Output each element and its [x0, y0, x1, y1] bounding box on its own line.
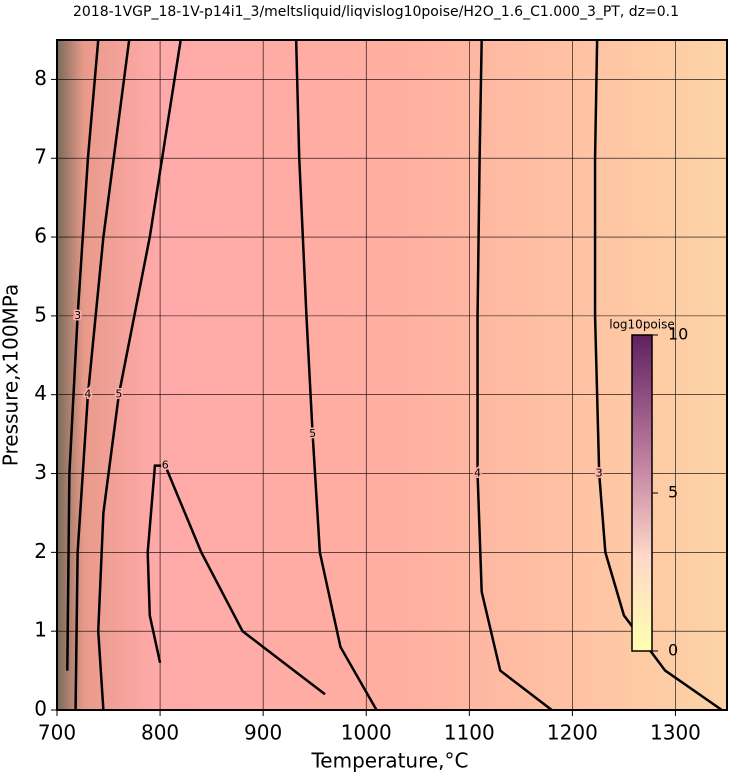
- contour-label: 3: [74, 309, 81, 322]
- contour-line: [146, 464, 326, 696]
- colorbar: [631, 334, 653, 652]
- chart-title: 2018-1VGP_18-1V-p14i1_3/meltsliquid/liqv…: [73, 4, 679, 20]
- y-tick-label: 8: [34, 66, 47, 90]
- x-axis-label: Temperature,°C: [310, 749, 468, 773]
- x-tick-label: 800: [141, 721, 179, 745]
- contour-label: 6: [162, 459, 169, 472]
- x-tick-label: 700: [38, 721, 76, 745]
- y-tick-label: 0: [34, 697, 47, 721]
- plot-background: [57, 40, 727, 710]
- contour-line: [476, 39, 553, 711]
- y-tick-label: 3: [34, 460, 47, 484]
- y-tick-label: 5: [34, 302, 47, 326]
- y-tick-label: 2: [34, 539, 47, 563]
- contour-label: 3: [596, 467, 603, 480]
- contour-line: [96, 39, 182, 711]
- y-tick-label: 1: [34, 618, 47, 642]
- y-tick-label: 7: [34, 145, 47, 169]
- contour-label: 5: [309, 427, 316, 440]
- x-tick-label: 900: [244, 721, 282, 745]
- contour-label: 4: [474, 467, 481, 480]
- x-tick-label: 1100: [444, 721, 495, 745]
- plot-frame: [56, 39, 728, 711]
- contour-line: [74, 39, 131, 711]
- colorbar-tick-label: 0: [668, 641, 678, 660]
- contour-line: [66, 39, 100, 671]
- contour-label: 4: [84, 388, 91, 401]
- y-tick-label: 6: [34, 224, 47, 248]
- contour-line: [593, 39, 723, 712]
- y-tick-label: 4: [34, 381, 47, 405]
- x-tick-label: 1200: [547, 721, 598, 745]
- x-tick-label: 1300: [650, 721, 701, 745]
- x-tick-label: 1000: [341, 721, 392, 745]
- colorbar-tick-label: 5: [668, 483, 678, 502]
- y-axis-label: Pressure,x100MPa: [0, 284, 23, 466]
- colorbar-tick-label: 10: [668, 325, 688, 344]
- contour-line: [294, 39, 378, 711]
- contour-label: 5: [115, 388, 122, 401]
- colorbar-label: log10poise: [609, 318, 675, 332]
